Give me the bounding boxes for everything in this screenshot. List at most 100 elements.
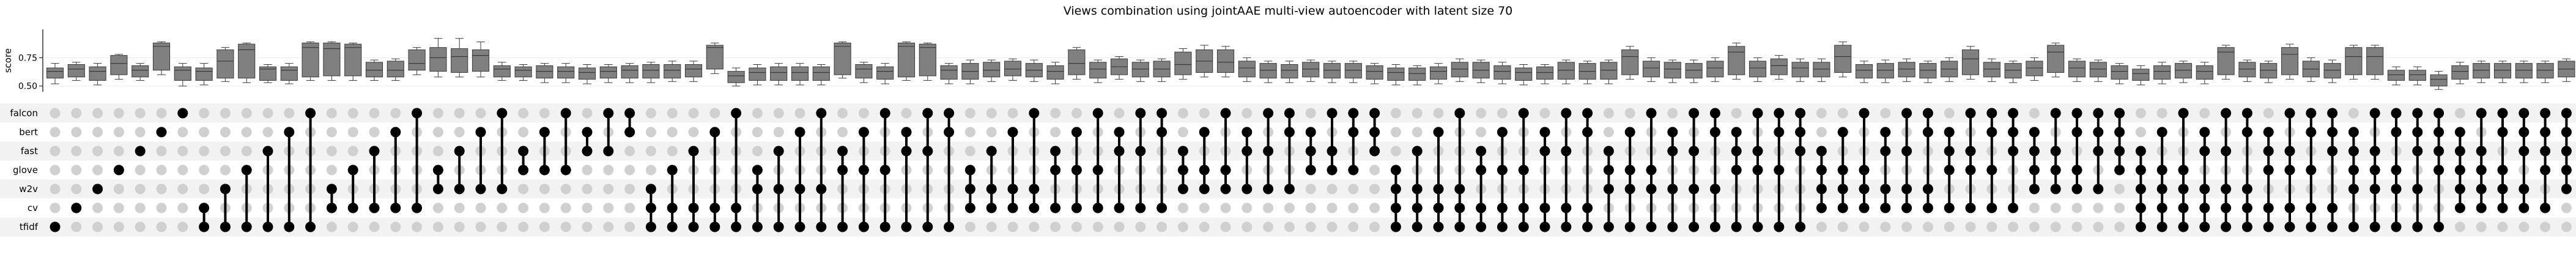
box-bert-fast-glove-cv xyxy=(1941,57,1958,82)
matrix-col-w2v-cv xyxy=(326,108,337,232)
matrix-col-falcon-fast-glove-tfidf xyxy=(1752,108,1763,232)
dot-off-glove xyxy=(326,165,337,176)
box-bert-fast-w2v-tfidf xyxy=(1664,59,1681,83)
dot-off-tfidf xyxy=(2008,221,2019,232)
dot-on-fast xyxy=(2199,146,2210,157)
dot-on-w2v xyxy=(645,183,656,194)
box-bert-glove-w2v xyxy=(1196,45,1213,78)
dot-on-tfidf xyxy=(837,221,848,232)
matrix-col-bert-glove xyxy=(539,108,550,232)
dot-off-tfidf xyxy=(412,221,423,232)
matrix-col-falcon-bert-cv-tfidf xyxy=(1582,108,1593,232)
box-falcon-bert-glove-w2v xyxy=(2068,58,2086,82)
dot-off-falcon xyxy=(2156,108,2167,119)
y-axis-label: score xyxy=(2,48,13,73)
matrix-col-falcon-fast-glove-w2v-tfidf xyxy=(2369,108,2380,232)
box-fast-glove-tfidf xyxy=(834,41,851,79)
box-falcon-fast-glove-cv-tfidf xyxy=(2281,43,2299,80)
box-body xyxy=(1408,67,1426,81)
matrix-col-fast-w2v xyxy=(454,108,465,232)
dot-on-bert xyxy=(2008,127,2019,138)
dot-on-glove xyxy=(1348,165,1359,176)
box-bert-fast-glove-w2v-cv xyxy=(2451,62,2469,84)
dot-off-tfidf xyxy=(1007,221,1018,232)
dot-off-cv xyxy=(454,202,465,213)
dot-on-fast xyxy=(2519,146,2530,157)
dot-on-bert xyxy=(1497,127,1508,138)
dot-on-glove xyxy=(241,165,252,176)
dot-on-w2v xyxy=(1859,183,1870,194)
matrix-col-fast-glove-cv xyxy=(1050,108,1061,232)
dot-off-falcon xyxy=(199,108,210,119)
dot-on-fast xyxy=(1944,146,1955,157)
dot-off-falcon xyxy=(1731,108,1742,119)
dot-on-tfidf xyxy=(2369,221,2380,232)
box-body xyxy=(1813,62,1830,78)
box-body xyxy=(217,49,234,79)
dot-on-tfidf xyxy=(2412,221,2423,232)
membership-matrix xyxy=(50,108,2572,232)
dot-off-w2v xyxy=(1305,183,1316,194)
dot-on-fast xyxy=(2135,146,2146,157)
dot-on-cv xyxy=(1944,202,1955,213)
dot-on-bert xyxy=(2071,127,2082,138)
box-body xyxy=(1493,65,1511,80)
box-body xyxy=(1004,61,1022,76)
matrix-col-cv xyxy=(71,108,82,232)
dot-on-fast xyxy=(2412,146,2423,157)
dot-off-w2v xyxy=(539,183,550,194)
box-w2v xyxy=(89,63,106,86)
dot-on-fast xyxy=(1901,146,1912,157)
box-bert-glove xyxy=(536,63,553,83)
dot-on-glove xyxy=(2071,165,2082,176)
dot-on-w2v xyxy=(2519,183,2530,194)
dot-off-tfidf xyxy=(1859,221,1870,232)
dot-off-tfidf xyxy=(1029,221,1040,232)
dot-off-glove xyxy=(220,165,231,176)
dot-off-fast xyxy=(220,146,231,157)
box-body xyxy=(940,65,958,80)
dot-on-glove xyxy=(2561,165,2572,176)
dot-on-w2v xyxy=(1199,183,1210,194)
dot-on-fast xyxy=(986,146,997,157)
dot-off-fast xyxy=(645,146,656,157)
set-label-fast: fast xyxy=(21,146,38,157)
dot-on-w2v xyxy=(454,183,465,194)
dot-on-fast xyxy=(2263,146,2274,157)
dot-on-falcon xyxy=(1901,108,1912,119)
box-falcon-cv-tfidf xyxy=(727,67,745,87)
dot-on-tfidf xyxy=(731,221,742,232)
dot-on-cv xyxy=(1859,202,1870,213)
box-body xyxy=(280,66,298,81)
dot-on-falcon xyxy=(560,108,571,119)
matrix-col-bert xyxy=(156,108,167,232)
box-glove xyxy=(110,54,128,80)
dot-on-tfidf xyxy=(645,221,656,232)
box-body xyxy=(621,65,638,79)
dot-off-fast xyxy=(177,146,188,157)
dot-on-falcon xyxy=(2561,108,2572,119)
box-body xyxy=(2068,61,2086,78)
dot-off-cv xyxy=(432,202,443,213)
dot-on-bert xyxy=(2093,127,2104,138)
matrix-col-glove-w2v xyxy=(432,108,443,232)
box-fast xyxy=(131,63,149,81)
dot-off-fast xyxy=(50,146,61,157)
dot-on-tfidf xyxy=(1582,221,1593,232)
dot-on-cv xyxy=(2497,202,2508,213)
dot-on-bert xyxy=(1348,127,1359,138)
box-falcon-glove-w2v xyxy=(1216,46,1235,78)
dot-off-fast xyxy=(241,146,252,157)
dot-off-fast xyxy=(964,146,975,157)
dot-on-glove xyxy=(539,165,550,176)
box-body xyxy=(67,64,85,78)
dot-off-falcon xyxy=(1242,108,1253,119)
box-falcon-fast-glove-w2v xyxy=(2047,42,2065,78)
dot-on-w2v xyxy=(2561,183,2572,194)
dot-on-fast xyxy=(518,146,529,157)
dot-off-tfidf xyxy=(1305,221,1316,232)
dot-on-glove xyxy=(1965,165,1976,176)
dot-on-glove xyxy=(879,165,890,176)
dot-off-falcon xyxy=(284,108,295,119)
dot-on-bert xyxy=(1071,127,1082,138)
